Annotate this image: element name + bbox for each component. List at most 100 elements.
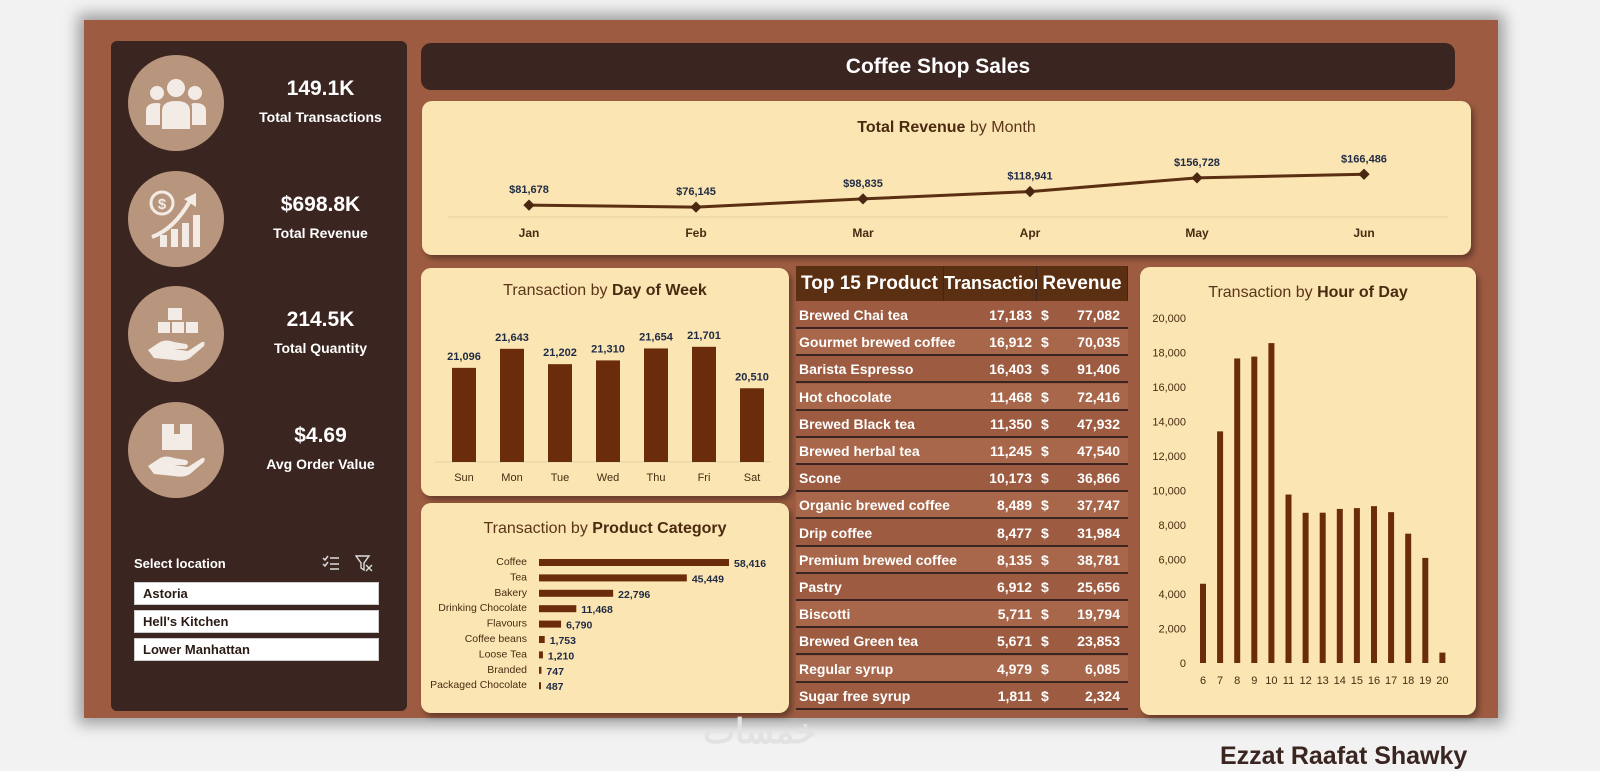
y-tick-label: 8,000 [1158, 520, 1186, 532]
multi-select-icon[interactable] [322, 554, 340, 572]
data-label: 22,796 [618, 589, 650, 601]
x-tick-label: Sat [744, 472, 761, 484]
currency-symbol: $ [1041, 334, 1049, 351]
data-label: 1,210 [548, 650, 574, 662]
product-name: Biscotti [799, 606, 851, 623]
x-tick-label: 12 [1299, 675, 1311, 687]
bar [1388, 512, 1395, 663]
bar [539, 574, 687, 582]
currency-symbol: $ [1041, 579, 1049, 595]
y-tick-label: 18,000 [1152, 348, 1186, 360]
hour-of-day-card: Transaction by Hour of Day 0 2,000 4,000 6,… [1140, 267, 1476, 715]
table-header-transactions: Transactions [944, 266, 1055, 301]
currency-symbol: $ [1041, 660, 1049, 677]
bar [740, 388, 764, 462]
product-name: Brewed herbal tea [799, 443, 920, 459]
bar [1353, 508, 1360, 663]
y-tick-label: Flavours [487, 618, 527, 630]
day-bar-chart: 21,096 Sun 21,643 Mon 21,202 Tue 21,310 Wed 21,6… [435, 330, 771, 484]
revenue-value: 70,035 [1077, 334, 1120, 351]
data-label: 20,510 [735, 371, 769, 383]
data-label: 58,416 [734, 558, 766, 570]
currency-symbol: $ [1041, 606, 1049, 623]
data-label: 21,096 [447, 351, 481, 363]
people-icon [128, 55, 224, 151]
data-label: $98,835 [843, 178, 883, 190]
chart-title: Transaction by Product Category [483, 520, 727, 537]
table-row: Pastry 6,912 $25,656 [796, 574, 1128, 601]
transactions-value: 17,183 [989, 307, 1032, 323]
revenue-value: 31,984 [1077, 524, 1120, 541]
dashboard-title: Coffee Shop Sales [421, 43, 1455, 90]
bar [692, 346, 716, 462]
data-point [1024, 185, 1036, 198]
kpi-label: Total Transactions [259, 109, 382, 125]
data-label: $166,486 [1341, 153, 1387, 165]
product-name: Scone [799, 470, 842, 487]
product-name: Brewed Green tea [799, 633, 919, 650]
revenue-line [528, 172, 1365, 209]
data-point [523, 199, 535, 211]
table-row: Barista Espresso 16,403 $91,406 [796, 356, 1128, 384]
slicer-item-hells-kitchen[interactable]: Hell's Kitchen [134, 610, 379, 633]
product-name: Gourmet brewed coffee [799, 334, 956, 351]
category-bar-chart: Coffee 58,416 Tea 45,449 Bakery 22,796 Drinkin… [430, 556, 766, 693]
bar [539, 559, 729, 566]
y-tick-label: 16,000 [1152, 382, 1186, 394]
x-tick-label: 8 [1234, 675, 1240, 687]
product-name: Brewed Chai tea [799, 307, 908, 323]
table-row: Premium brewed coffee 8,135 $38,781 [796, 546, 1128, 574]
revenue-value: 37,747 [1077, 497, 1120, 514]
revenue-value: 91,406 [1077, 361, 1120, 378]
x-tick-label: Feb [685, 226, 706, 240]
bar [1336, 508, 1343, 663]
transactions-value: 4,979 [996, 660, 1032, 677]
x-tick-label: Wed [597, 472, 619, 484]
kpi-value: $698.8K [280, 193, 361, 216]
transactions-value: 16,403 [989, 361, 1032, 378]
table-header-product: Top 15 Product [796, 266, 944, 301]
y-tick-label: Packaged Chocolate [430, 679, 527, 691]
clear-filter-icon[interactable] [355, 554, 373, 572]
product-name: Barista Espresso [799, 361, 914, 378]
currency-symbol: $ [1041, 497, 1049, 514]
data-label: 1,753 [550, 635, 576, 647]
slicer-item-lower-manhattan[interactable]: Lower Manhattan [134, 638, 379, 661]
watermark: خمسات [703, 713, 817, 751]
slicer-item-astoria[interactable]: Astoria [134, 582, 379, 605]
x-tick-label: 16 [1368, 675, 1380, 687]
transactions-value: 11,245 [989, 443, 1032, 459]
hour-bar-chart: 0 2,000 4,000 6,000 8,000 10,000 12,000 14,000 1… [1152, 313, 1448, 687]
table-row: Drip coffee 8,477 $31,984 [796, 519, 1128, 547]
y-tick-label: 20,000 [1152, 313, 1186, 325]
x-tick-label: May [1185, 226, 1209, 240]
bar [539, 666, 542, 674]
kpi-total-quantity: 214.5K Total Quantity [128, 286, 403, 386]
table-row: Brewed Chai tea 17,183 $77,082 [796, 302, 1128, 329]
bar [539, 620, 562, 628]
table-row: Hot chocolate 11,468 $72,416 [796, 383, 1128, 411]
kpi-avg-order-value: $4.69 Avg Order Value [128, 402, 403, 502]
transactions-value: 8,489 [996, 497, 1032, 514]
x-tick-label: 14 [1334, 675, 1346, 687]
svg-text:$: $ [158, 196, 167, 213]
currency-symbol: $ [1041, 551, 1049, 568]
revenue-value: 19,794 [1077, 606, 1120, 623]
table-header-revenue: Revenue [1037, 266, 1128, 301]
bar [1302, 512, 1309, 663]
author-name: Ezzat Raafat Shawky [1220, 742, 1468, 770]
bar [1439, 652, 1446, 663]
bar [1251, 356, 1258, 663]
kpi-label: Avg Order Value [266, 456, 375, 472]
data-label: 11,468 [581, 604, 613, 616]
kpi-label: Total Quantity [273, 340, 368, 356]
bar [539, 589, 614, 597]
table-row: Sugar free syrup 1,811 $2,324 [796, 682, 1128, 710]
table-row: Brewed Black tea 11,350 $47,932 [796, 410, 1128, 438]
x-tick-label: 15 [1351, 675, 1363, 687]
x-tick-label: 17 [1385, 675, 1397, 687]
table-row: Brewed herbal tea 11,245 $47,540 [796, 438, 1128, 465]
x-tick-label: 20 [1436, 675, 1448, 687]
y-tick-label: 10,000 [1152, 486, 1186, 498]
transactions-value: 1,811 [997, 687, 1032, 704]
